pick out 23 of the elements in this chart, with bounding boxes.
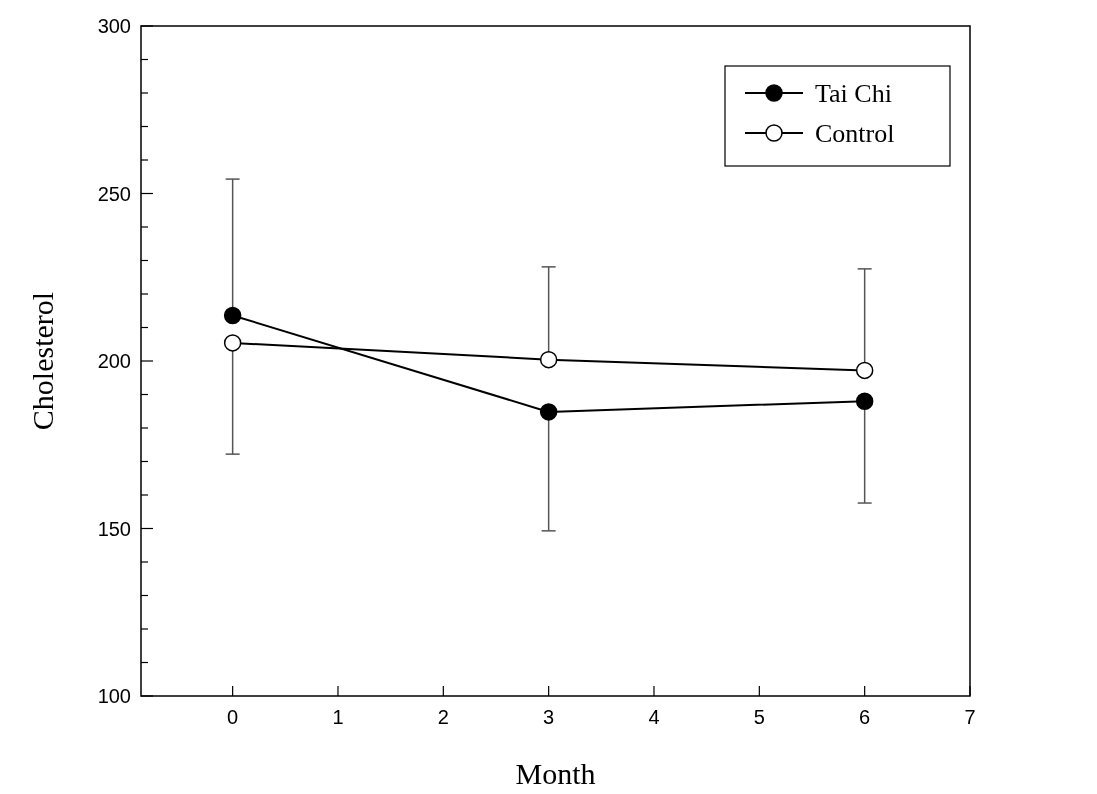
legend-label: Control xyxy=(815,119,895,148)
x-tick-label: 7 xyxy=(964,706,976,728)
point xyxy=(539,350,558,369)
y-tick-label: 250 xyxy=(97,182,131,205)
x-tick-label: 1 xyxy=(332,706,344,728)
point xyxy=(539,403,558,421)
x-tick-label: 3 xyxy=(543,706,555,728)
x-tick-label: 5 xyxy=(753,706,765,728)
y-axis-title: Cholesterol xyxy=(26,291,59,431)
x-tick-label: 0 xyxy=(227,706,239,728)
x-axis-title: Month xyxy=(515,757,596,790)
y-tick-label: 100 xyxy=(97,685,131,707)
x-tick-label: 4 xyxy=(648,706,660,728)
point xyxy=(223,334,242,352)
x-tick-label: 6 xyxy=(859,706,871,728)
point xyxy=(855,392,874,410)
x-tick-label: 2 xyxy=(437,706,449,728)
y-tick-label: 300 xyxy=(97,15,131,37)
legend-label: Tai Chi xyxy=(815,79,892,108)
point xyxy=(223,306,242,325)
point xyxy=(855,361,874,380)
y-tick-label: 150 xyxy=(97,517,131,540)
y-tick-label: 200 xyxy=(97,350,131,372)
